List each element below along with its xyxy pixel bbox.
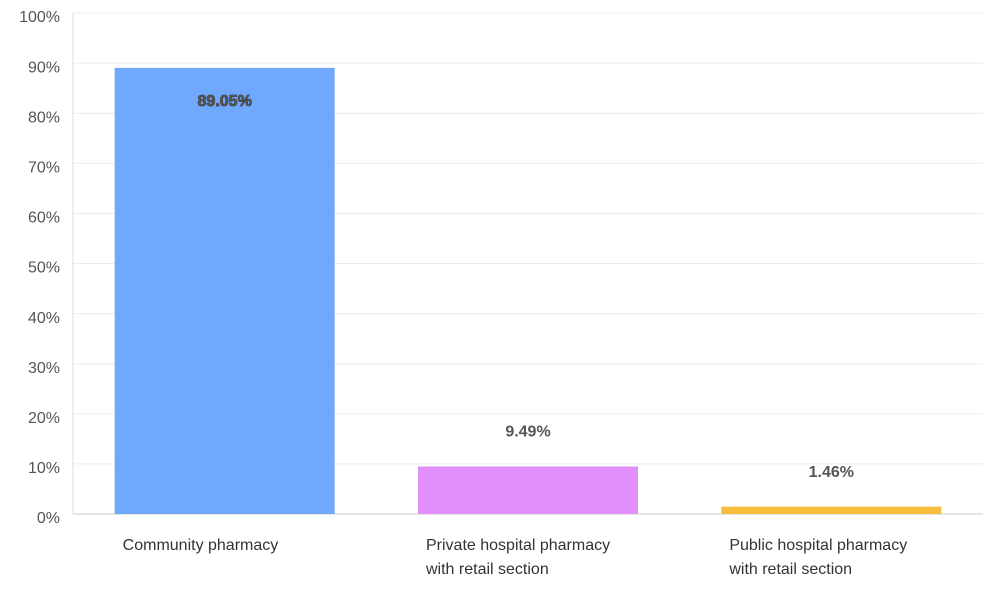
y-tick-label: 80% — [28, 109, 60, 126]
x-tick-label: Private hospital pharmacy with retail se… — [426, 537, 611, 578]
y-tick-label: 70% — [28, 160, 60, 177]
y-tick-label: 30% — [28, 360, 60, 377]
data-label: 89.05% — [198, 93, 252, 110]
bar — [114, 67, 335, 514]
data-label: 1.46% — [809, 464, 854, 481]
bar — [721, 506, 942, 514]
x-tick-label: Community pharmacy — [122, 537, 279, 554]
y-tick-label: 90% — [28, 59, 60, 76]
bar — [418, 466, 638, 514]
y-tick-label: 0% — [37, 510, 60, 527]
data-label: 9.49% — [505, 424, 550, 441]
y-tick-label: 60% — [28, 210, 60, 227]
y-tick-label: 40% — [28, 310, 60, 327]
y-tick-label: 20% — [28, 410, 60, 427]
x-tick-label: Public hospital pharmacy with retail sec… — [729, 537, 908, 578]
y-tick-label: 50% — [28, 260, 60, 277]
y-tick-label: 10% — [28, 460, 60, 477]
y-tick-label: 100% — [19, 9, 60, 26]
